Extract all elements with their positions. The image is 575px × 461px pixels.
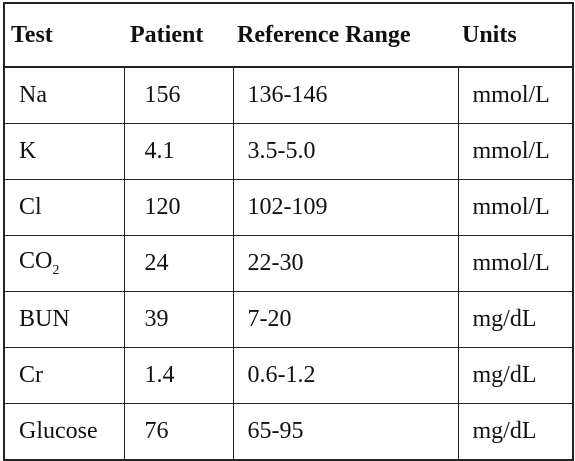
table-cell: Glucose	[3, 403, 125, 461]
header-cell: Test	[4, 3, 124, 68]
table-cell: mg/dL	[457, 347, 574, 404]
table-cell: Cr	[3, 347, 125, 404]
table-cell: mmol/L	[457, 179, 574, 236]
table-cell: 76	[123, 403, 234, 461]
table-cell: mg/dL	[457, 291, 574, 348]
table-cell: mmol/L	[457, 235, 574, 292]
table-row: Cr 1.4 0.6-1.2 mg/dL	[3, 347, 574, 404]
table-row: Glucose 76 65-95 mg/dL	[3, 403, 574, 461]
table-cell: mmol/L	[457, 66, 574, 124]
table-cell: Na	[3, 66, 125, 124]
table-cell: 3.5-5.0	[232, 123, 459, 180]
table-body: Na 156 136-146 mmol/L K 4.1 3.5-5.0 mmol/L Cl 120…	[3, 66, 574, 461]
header-cell: Units	[458, 3, 573, 68]
table-cell: Cl	[3, 179, 125, 236]
table-cell: 22-30	[232, 235, 459, 292]
table-row: K 4.1 3.5-5.0 mmol/L	[3, 123, 574, 180]
table-cell: K	[3, 123, 125, 180]
table-cell: 4.1	[123, 123, 234, 180]
table-row: BUN 39 7-20 mg/dL	[3, 291, 574, 348]
table-cell: 7-20	[232, 291, 459, 348]
table-cell: mg/dL	[457, 403, 574, 461]
table-cell: 1.4	[123, 347, 234, 404]
table-cell: 39	[123, 291, 234, 348]
formula-subscript: 2	[52, 263, 60, 278]
table-cell: CO2	[3, 235, 125, 292]
table-cell: 120	[123, 179, 234, 236]
lab-table: Test Patient Reference Range Units Na 156…	[3, 2, 574, 461]
table-cell: 136-146	[232, 66, 459, 124]
header-cell: Reference Range	[233, 3, 458, 68]
table-row: Cl 120 102-109 mmol/L	[3, 179, 574, 236]
table-cell: 102-109	[232, 179, 459, 236]
table-cell: mmol/L	[457, 123, 574, 180]
header-row: Test Patient Reference Range Units	[4, 3, 573, 68]
table-cell: 24	[123, 235, 234, 292]
table-row: CO2 24 22-30 mmol/L	[3, 235, 574, 292]
table-row: Na 156 136-146 mmol/L	[3, 66, 574, 124]
table-cell: BUN	[3, 291, 125, 348]
formula-base: CO	[19, 248, 53, 274]
table-cell: 0.6-1.2	[232, 347, 459, 404]
table-cell: 65-95	[232, 403, 459, 461]
header-cell: Patient	[124, 3, 233, 68]
table-cell: 156	[123, 66, 234, 124]
